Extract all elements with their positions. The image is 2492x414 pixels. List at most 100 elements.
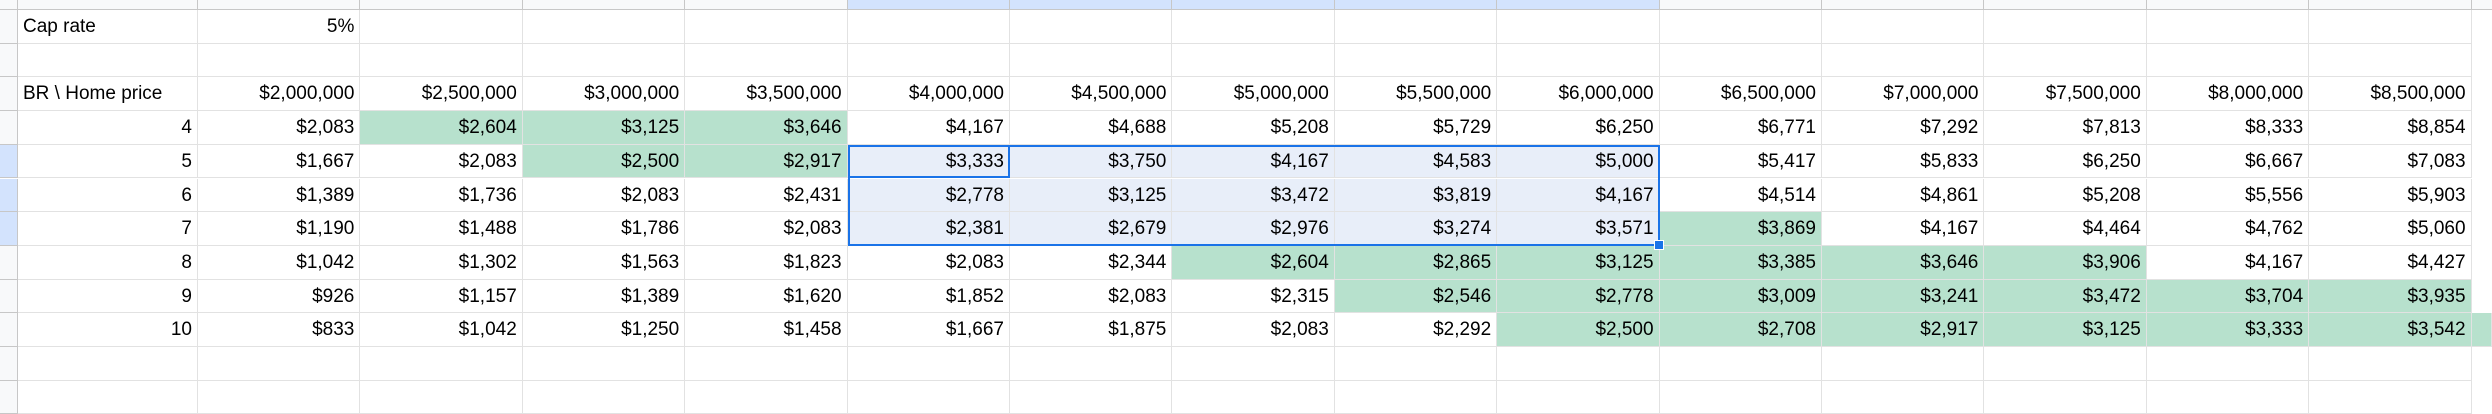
empty-cell[interactable] [685, 10, 848, 44]
row-header[interactable] [0, 212, 18, 246]
empty-cell[interactable] [1497, 10, 1660, 44]
rent-value-cell[interactable]: $2,344 [1010, 245, 1173, 280]
select-all-corner[interactable] [0, 0, 18, 10]
rent-value-cell[interactable]: $4,167 [1822, 212, 1985, 246]
price-header-cell[interactable]: $4,000,000 [847, 77, 1010, 112]
row-header[interactable] [0, 144, 18, 179]
empty-cell[interactable] [198, 380, 361, 414]
column-header[interactable] [1334, 0, 1498, 10]
empty-cell[interactable] [198, 43, 361, 78]
rent-value-cell[interactable]: $7,813 [1984, 111, 2147, 145]
cap-rate-label-cell[interactable]: Cap rate [18, 10, 198, 44]
rent-value-cell[interactable]: $2,083 [360, 144, 523, 179]
price-header-cell[interactable]: $3,000,000 [522, 77, 686, 112]
rent-value-cell[interactable]: $1,157 [360, 279, 523, 314]
rent-value-cell[interactable]: $2,604 [360, 111, 523, 145]
rent-value-cell[interactable]: $3,125 [1984, 313, 2147, 347]
rent-value-cell[interactable]: $2,679 [1010, 212, 1173, 246]
row-header[interactable] [0, 380, 18, 414]
empty-cell[interactable] [1984, 347, 2147, 381]
empty-cell[interactable] [1822, 10, 1985, 44]
empty-cell[interactable] [1822, 43, 1985, 78]
row-header[interactable] [0, 10, 18, 44]
empty-cell[interactable] [360, 347, 523, 381]
bedroom-count-cell[interactable]: 10 [18, 313, 198, 347]
rent-value-cell[interactable]: $2,708 [1659, 313, 1822, 347]
rent-value-cell[interactable]: $2,083 [1172, 313, 1335, 347]
rent-value-cell[interactable]: $2,381 [847, 212, 1010, 246]
empty-cell[interactable] [1172, 380, 1335, 414]
row-header[interactable] [0, 279, 18, 314]
rent-value-cell[interactable]: $8,854 [2309, 111, 2472, 145]
rent-value-cell[interactable]: $2,500 [522, 144, 686, 179]
rent-value-cell[interactable]: $4,688 [1010, 111, 1173, 145]
empty-cell[interactable] [18, 347, 198, 381]
rent-value-cell[interactable]: $3,472 [1984, 279, 2147, 314]
rent-value-cell[interactable]: $5,208 [1984, 178, 2147, 213]
rent-value-cell[interactable]: $2,778 [1497, 279, 1660, 314]
price-header-cell[interactable]: $7,000,000 [1822, 77, 1985, 112]
rent-value-cell[interactable]: $1,875 [1010, 313, 1173, 347]
rent-value-cell[interactable]: $1,302 [360, 245, 523, 280]
empty-cell[interactable] [2309, 43, 2472, 78]
empty-cell[interactable] [522, 10, 686, 44]
price-header-cell[interactable]: $4,500,000 [1010, 77, 1173, 112]
rent-value-cell[interactable]: $2,315 [1172, 279, 1335, 314]
empty-cell[interactable] [1010, 10, 1173, 44]
empty-cell[interactable] [1172, 43, 1335, 78]
empty-cell[interactable] [522, 43, 686, 78]
rent-value-cell[interactable]: $3,009 [1659, 279, 1822, 314]
empty-cell[interactable] [1334, 43, 1498, 78]
rent-value-cell[interactable]: $3,385 [1659, 245, 1822, 280]
column-header[interactable] [1984, 0, 2147, 10]
rent-value-cell[interactable]: $2,604 [1172, 245, 1335, 280]
rent-value-cell[interactable]: $4,583 [1334, 144, 1498, 179]
empty-cell[interactable] [2146, 347, 2310, 381]
row-header[interactable] [0, 313, 18, 347]
rent-value-cell[interactable]: $3,125 [1497, 245, 1660, 280]
column-header[interactable] [360, 0, 523, 10]
bedroom-count-cell[interactable]: 4 [18, 111, 198, 145]
empty-cell[interactable] [847, 43, 1010, 78]
empty-cell[interactable] [685, 43, 848, 78]
rent-value-cell[interactable]: $926 [198, 279, 361, 314]
price-header-cell[interactable]: $7,500,000 [1984, 77, 2147, 112]
rent-value-cell[interactable]: $3,125 [522, 111, 686, 145]
column-header[interactable] [522, 0, 686, 10]
rent-value-cell[interactable]: $2,917 [685, 144, 848, 179]
rent-value-cell[interactable]: $2,500 [1497, 313, 1660, 347]
empty-cell[interactable] [1984, 380, 2147, 414]
empty-cell[interactable] [360, 380, 523, 414]
rent-value-cell[interactable]: $2,431 [685, 178, 848, 213]
empty-cell[interactable] [2146, 10, 2310, 44]
empty-cell[interactable] [18, 380, 198, 414]
rent-value-cell[interactable]: $3,333 [2146, 313, 2310, 347]
rent-value-cell[interactable]: $3,125 [1010, 178, 1173, 213]
empty-cell[interactable] [1497, 43, 1660, 78]
empty-cell[interactable] [2146, 380, 2310, 414]
header-label-cell[interactable]: BR \ Home price [18, 77, 198, 112]
empty-cell[interactable] [1010, 43, 1173, 78]
bedroom-count-cell[interactable]: 9 [18, 279, 198, 314]
column-header[interactable] [18, 0, 198, 10]
rent-value-cell[interactable]: $5,060 [2309, 212, 2472, 246]
row-header[interactable] [0, 347, 18, 381]
rent-value-cell[interactable]: $1,563 [522, 245, 686, 280]
rent-value-cell[interactable]: $5,833 [1822, 144, 1985, 179]
column-header[interactable] [685, 0, 848, 10]
empty-cell[interactable] [847, 380, 1010, 414]
rent-value-cell[interactable]: $5,903 [2309, 178, 2472, 213]
empty-cell[interactable] [1497, 380, 1660, 414]
empty-cell[interactable] [2309, 347, 2472, 381]
empty-cell[interactable] [1010, 347, 1173, 381]
empty-cell[interactable] [1659, 380, 1822, 414]
rent-value-cell[interactable]: $4,167 [2146, 245, 2310, 280]
rent-value-cell[interactable]: $1,250 [522, 313, 686, 347]
rent-value-cell[interactable]: $1,786 [522, 212, 686, 246]
empty-cell[interactable] [522, 380, 686, 414]
rent-value-cell[interactable]: $4,167 [847, 111, 1010, 145]
column-header[interactable] [1010, 0, 1173, 10]
empty-cell[interactable] [1984, 43, 2147, 78]
empty-cell[interactable] [1822, 347, 1985, 381]
rent-value-cell[interactable]: $4,167 [1172, 144, 1335, 179]
